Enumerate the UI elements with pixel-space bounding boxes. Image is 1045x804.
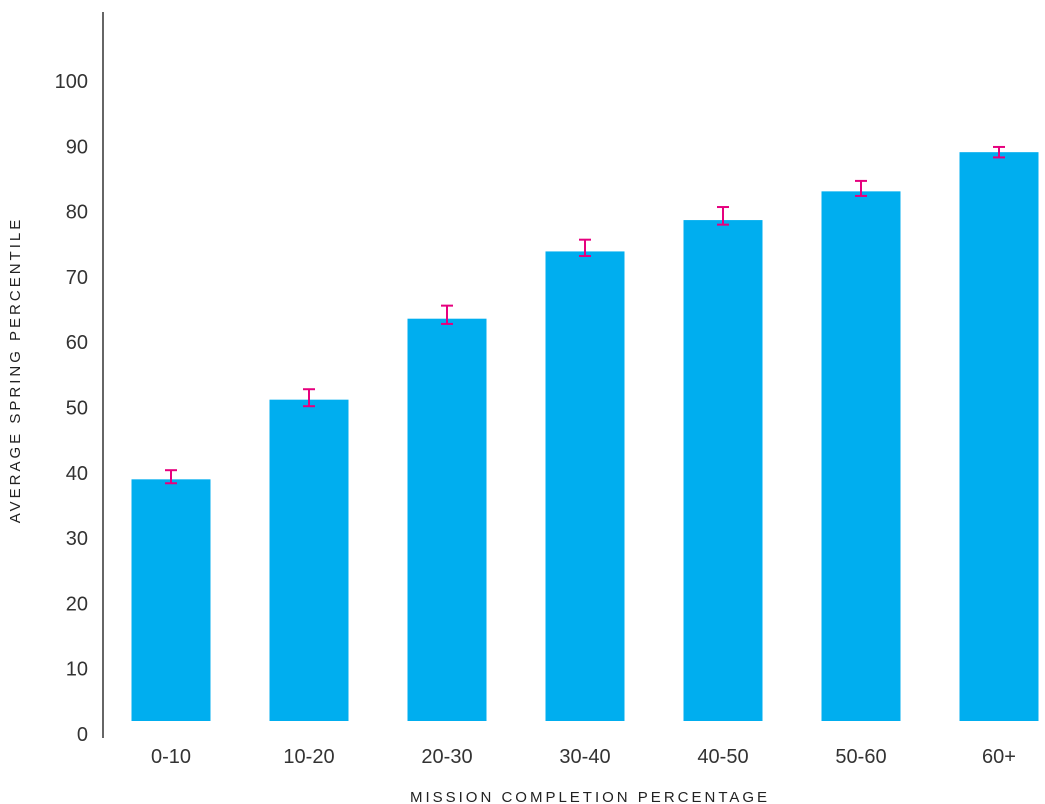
bar [407,318,487,721]
error-bar [579,238,591,258]
y-tick-label: 60 [66,332,88,354]
error-bar [165,469,177,485]
axes-layer: 0 10 20 30 40 50 60 70 80 90 100 0-10 10-20 20-30 30-4… [55,12,1016,768]
bar [821,191,901,721]
error-bars-layer [165,145,1005,485]
error-bar [441,304,453,325]
y-tick-label: 20 [66,593,88,615]
error-bar [717,206,729,226]
error-bar [993,145,1005,159]
error-bar [855,179,867,197]
x-axis-title: MISSION COMPLETION PERCENTAGE [410,789,770,804]
error-bar [303,388,315,408]
x-tick-label: 60+ [982,746,1016,768]
x-tick-label: 30-40 [559,746,610,768]
y-tick-label: 40 [66,463,88,485]
bars-layer [131,152,1039,722]
x-tick-label: 20-30 [421,746,472,768]
y-tick-label: 0 [77,724,88,746]
x-tick-label: 50-60 [835,746,886,768]
y-tick-label: 30 [66,528,88,550]
y-tick-label: 10 [66,659,88,681]
y-tick-label: 90 [66,136,88,158]
bar [683,220,763,722]
bar [131,479,211,721]
x-tick-label: 40-50 [697,746,748,768]
x-tick-label: 10-20 [283,746,334,768]
y-tick-label: 80 [66,202,88,224]
bar [959,152,1039,721]
y-tick-label: 100 [55,71,88,93]
y-tick-label: 70 [66,267,88,289]
y-axis-title: AVERAGE SPRING PERCENTILE [7,217,24,523]
x-tick-label: 0-10 [151,746,191,768]
bar [269,399,349,721]
y-tick-label: 50 [66,398,88,420]
bar [545,251,625,722]
